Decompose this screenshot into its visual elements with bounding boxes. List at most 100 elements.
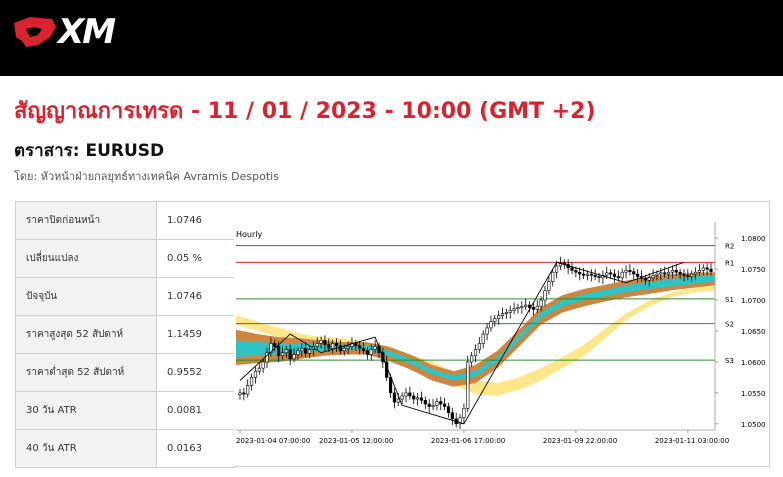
candle-body — [651, 275, 655, 279]
stat-label: 40 วัน ATR — [15, 429, 157, 468]
xm-bull-logo-icon — [14, 17, 56, 47]
candle-body — [693, 271, 698, 275]
candle-body — [246, 385, 250, 395]
candle-body — [392, 392, 397, 403]
table-row: ราคาปิดก่อนหน้า 1.0746 — [15, 201, 235, 240]
candle-body — [342, 348, 346, 352]
inner-band — [236, 275, 715, 381]
candle-body — [423, 400, 427, 405]
candle-body — [408, 392, 412, 397]
candle-body — [238, 392, 242, 396]
candle-body — [419, 397, 424, 401]
candle-body — [670, 270, 674, 273]
table-row: ราคาต่ำสุด 52 สัปดาห์ 0.9552 — [15, 353, 235, 392]
stat-label: ราคาปิดก่อนหน้า — [15, 201, 157, 240]
candle-body — [296, 350, 300, 355]
y-tick-label: 1.0750 — [741, 266, 766, 274]
stat-value: 1.1459 — [156, 315, 235, 354]
candle-body — [404, 392, 408, 397]
candle-body — [666, 271, 671, 275]
header-bar: XM — [0, 0, 783, 76]
candle-body — [396, 398, 400, 403]
candle-body — [319, 339, 323, 344]
candle-body — [470, 355, 474, 363]
candle-body — [315, 343, 319, 347]
pivot-label-r2: R2 — [725, 243, 734, 251]
candle-body — [589, 273, 593, 276]
stat-label: ปัจจุบัน — [15, 277, 157, 316]
candle-body — [551, 271, 555, 282]
y-tick-label: 1.0650 — [741, 328, 766, 336]
candle-body — [427, 403, 431, 407]
candle-body — [659, 272, 663, 275]
x-tick-label: 2023-01-05 12:00:00 — [319, 437, 393, 445]
candle-body — [369, 349, 373, 355]
candle-body — [597, 276, 601, 279]
candle-body — [358, 345, 362, 349]
candle-body — [663, 272, 667, 275]
candle-body — [331, 343, 335, 349]
candle-body — [701, 267, 705, 271]
candle-body — [489, 321, 493, 329]
candle-body — [647, 277, 651, 281]
candle-body — [497, 315, 501, 319]
candle-body — [643, 278, 647, 281]
candle-body — [284, 349, 288, 353]
candle-body — [323, 339, 327, 345]
candle-body — [620, 271, 624, 279]
table-row: ปัจจุบัน 1.0746 — [15, 277, 235, 316]
stat-label: ราคาต่ำสุด 52 สัปดาห์ — [15, 353, 157, 392]
candle-body — [624, 270, 628, 273]
stat-label: เปลี่ยนแปลง — [15, 239, 157, 278]
candle-body — [431, 404, 435, 407]
candle-body — [636, 273, 640, 277]
candle-body — [307, 349, 312, 354]
table-row: 40 วัน ATR 0.0163 — [15, 429, 235, 468]
candle-body — [697, 270, 702, 273]
candle-body — [273, 343, 277, 347]
candle-body — [585, 273, 590, 276]
brand-name: XM — [58, 12, 116, 52]
y-tick-label: 1.0800 — [741, 235, 766, 243]
candle-body — [477, 343, 481, 350]
candle-body — [500, 313, 505, 316]
candle-body — [288, 349, 292, 360]
stat-label: 30 วัน ATR — [15, 391, 157, 430]
candle-body — [277, 346, 281, 357]
candle-body — [388, 377, 393, 394]
candle-body — [705, 267, 709, 270]
pivot-label-s3: S3 — [725, 357, 734, 365]
candle-body — [578, 271, 582, 275]
candle-body — [446, 406, 451, 413]
x-tick-label: 2023-01-06 17:00:00 — [431, 437, 505, 445]
candle-body — [581, 273, 586, 276]
candle-body — [609, 272, 613, 275]
price-stats-table: ราคาปิดก่อนหน้า 1.0746 เปลี่ยนแปลง 0.05 % … — [15, 201, 235, 468]
candle-body — [412, 395, 416, 400]
xm-logo[interactable]: XM — [12, 12, 116, 52]
candle-body — [300, 348, 304, 352]
candle-body — [485, 327, 489, 335]
y-tick-label: 1.0550 — [741, 390, 766, 398]
pivot-label-s2: S2 — [725, 321, 734, 329]
candle-body — [605, 272, 609, 276]
page-title: สัญญาณการเทรด - 11 / 01 / 2023 - 10:00 (… — [14, 99, 596, 124]
stat-value: 0.9552 — [156, 353, 235, 392]
candle-body — [531, 307, 536, 310]
candle-body — [253, 370, 258, 378]
stat-value: 0.05 % — [156, 239, 235, 278]
candle-body — [628, 270, 632, 272]
candle-body — [354, 343, 358, 347]
pivot-label-r1: R1 — [725, 259, 734, 267]
x-tick-label: 2023-01-09 22:00:00 — [543, 437, 617, 445]
outer-band — [236, 284, 715, 396]
candle-body — [709, 268, 713, 272]
author-byline: โดย: หัวหน้าฝ่ายกลยุทธ์ทางเทคนิค Avramis… — [14, 170, 279, 183]
candle-body — [265, 352, 269, 363]
candle-body — [261, 361, 265, 369]
candle-body — [686, 275, 690, 277]
candle-body — [249, 377, 254, 386]
candle-body — [535, 305, 539, 310]
candle-body — [338, 345, 342, 352]
candle-body — [516, 307, 520, 310]
